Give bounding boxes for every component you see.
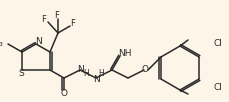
Text: N: N xyxy=(94,74,100,84)
Text: F: F xyxy=(55,11,60,19)
Text: F: F xyxy=(41,14,46,23)
Text: NH: NH xyxy=(118,49,132,59)
Text: F: F xyxy=(71,18,75,28)
Text: S: S xyxy=(18,69,24,78)
Text: CH₃: CH₃ xyxy=(0,39,3,48)
Text: O: O xyxy=(60,89,68,99)
Text: N: N xyxy=(78,64,84,74)
Text: N: N xyxy=(35,37,41,45)
Text: H: H xyxy=(83,69,89,79)
Text: O: O xyxy=(142,64,148,74)
Text: Cl: Cl xyxy=(214,39,222,48)
Text: H: H xyxy=(98,69,104,79)
Text: Cl: Cl xyxy=(214,84,222,93)
